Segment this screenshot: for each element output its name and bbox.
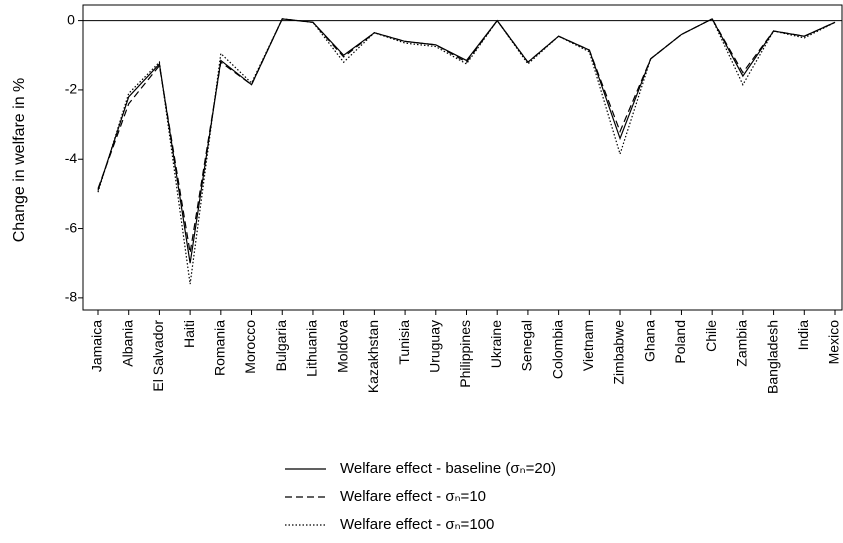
series-line xyxy=(97,18,836,285)
x-tick-label: India xyxy=(795,320,811,351)
x-tick-label: Romania xyxy=(212,320,228,376)
legend-label: Welfare effect - σₙ=10 xyxy=(340,488,486,505)
x-tick-label: Kazakhstan xyxy=(365,320,381,393)
x-tick-label: Moldova xyxy=(334,320,350,373)
x-tick-label: Ghana xyxy=(641,320,657,362)
plot-frame xyxy=(82,4,843,311)
x-tick-label: Zimbabwe xyxy=(611,320,627,385)
y-tick-label: -8 xyxy=(65,289,78,305)
x-tick-label: Senegal xyxy=(519,320,535,371)
x-tick-label: Uruguay xyxy=(426,320,442,373)
series-line xyxy=(97,18,836,253)
y-tick-label: -6 xyxy=(65,219,78,235)
x-tick-label: Philippines xyxy=(457,320,473,388)
x-tick-label: Tunisia xyxy=(396,320,412,365)
x-tick-label: Lithuania xyxy=(304,320,320,377)
x-tick-label: Zambia xyxy=(734,320,750,367)
x-tick-label: Poland xyxy=(672,320,688,364)
x-tick-label: Haiti xyxy=(181,320,197,348)
x-tick-label: Albania xyxy=(119,320,135,367)
series-line xyxy=(97,18,836,264)
legend-label: Welfare effect - baseline (σₙ=20) xyxy=(340,460,556,477)
x-tick-label: Bulgaria xyxy=(273,320,289,372)
y-tick-label: -4 xyxy=(65,150,78,166)
x-tick-label: Colombia xyxy=(549,320,565,379)
y-tick-label: 0 xyxy=(67,11,75,27)
x-tick-label: Chile xyxy=(703,320,719,352)
y-tick-label: -2 xyxy=(65,81,78,97)
x-tick-label: Ukraine xyxy=(488,320,504,368)
x-tick-label: Vietnam xyxy=(580,320,596,371)
legend-label: Welfare effect - σₙ=100 xyxy=(340,516,494,533)
x-tick-label: Mexico xyxy=(826,320,842,365)
x-tick-label: El Salvador xyxy=(150,320,166,392)
x-tick-label: Bangladesh xyxy=(764,320,780,394)
x-tick-label: Jamaica xyxy=(89,320,105,372)
y-axis-label: Change in welfare in % xyxy=(11,78,28,243)
x-tick-label: Morocco xyxy=(242,320,258,374)
